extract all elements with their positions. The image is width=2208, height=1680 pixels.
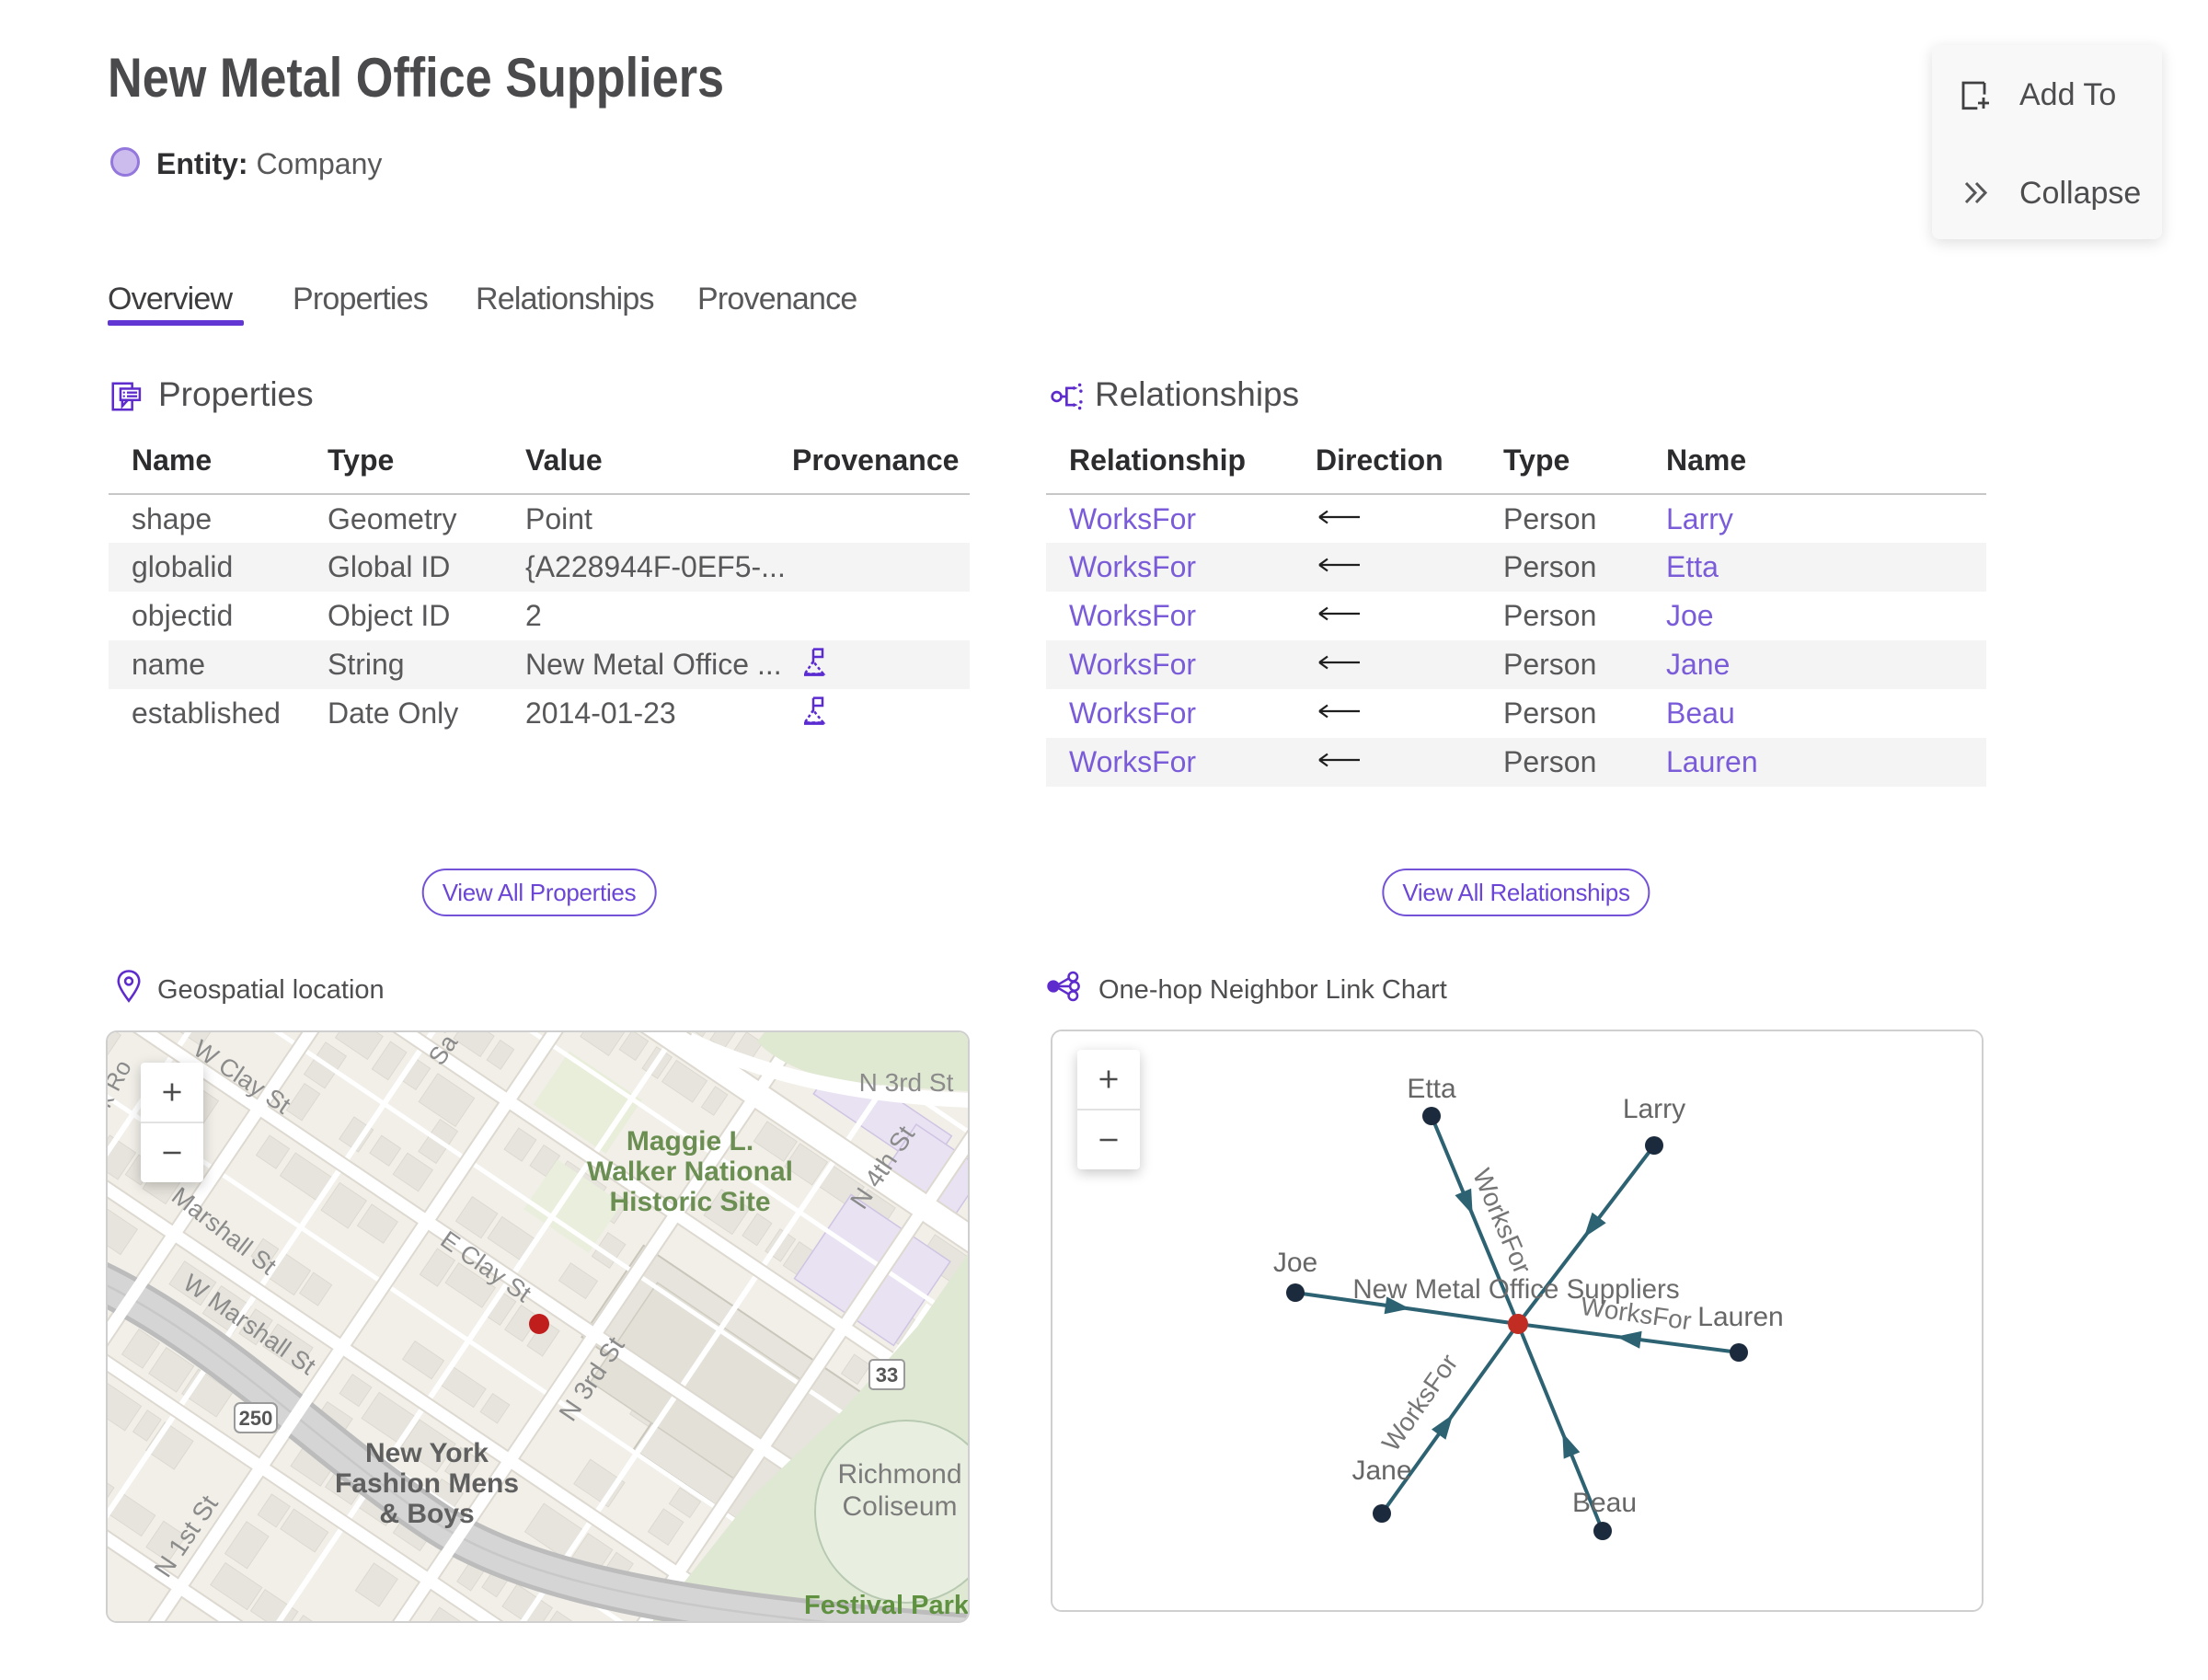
svg-text:New York: New York [365, 1438, 489, 1468]
svg-text:250: 250 [239, 1407, 273, 1430]
svg-text:Historic Site: Historic Site [609, 1187, 770, 1217]
svg-text:Etta: Etta [1407, 1074, 1456, 1104]
svg-text:Festival Park: Festival Park [804, 1591, 970, 1620]
svg-text:Coliseum: Coliseum [842, 1491, 957, 1522]
svg-text:Richmond: Richmond [837, 1459, 961, 1490]
svg-text:Maggie L.: Maggie L. [627, 1126, 753, 1156]
svg-text:Lauren: Lauren [1697, 1302, 1783, 1332]
svg-text:Joe: Joe [1273, 1248, 1317, 1278]
svg-text:Larry: Larry [1623, 1094, 1685, 1124]
svg-text:33: 33 [876, 1364, 898, 1387]
svg-text:Walker National: Walker National [587, 1156, 793, 1187]
svg-text:Fashion Mens: Fashion Mens [335, 1468, 519, 1499]
svg-text:N 3rd St: N 3rd St [859, 1068, 954, 1097]
svg-text:& Boys: & Boys [379, 1499, 474, 1529]
svg-text:Jane: Jane [1351, 1456, 1411, 1486]
svg-text:New Metal Office Suppliers: New Metal Office Suppliers [1352, 1274, 1679, 1305]
svg-text:Beau: Beau [1572, 1488, 1637, 1518]
